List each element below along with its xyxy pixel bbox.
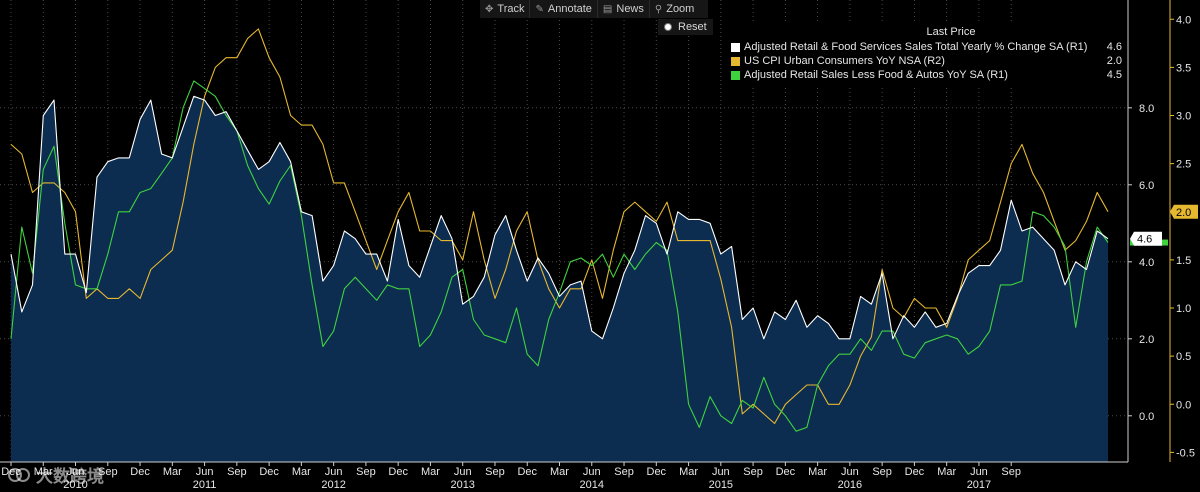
legend-item-retail-ex[interactable]: Adjusted Retail Sales Less Food & Autos … [726, 68, 1126, 82]
axis-r1-tick-label: 2.0 [1139, 334, 1154, 346]
crosshair-icon: ✥ [485, 3, 494, 15]
axis-r2-tick-label: -0.5 [1176, 447, 1195, 459]
axis-x-tick-label: Mar [421, 466, 440, 478]
axis-r2-tick-label: 3.0 [1176, 111, 1191, 123]
legend: Last Price Adjusted Retail & Food Servic… [726, 24, 1126, 85]
axis-x-tick-label: Sep [743, 466, 763, 478]
axis-x-tick-label: Jun [454, 466, 472, 478]
axis-x-year-label: 2014 [580, 479, 604, 491]
axis-x-tick-label: Mar [163, 466, 182, 478]
legend-value: 4.6 [1106, 41, 1122, 53]
axis-r2-tick-label: 1.0 [1176, 303, 1191, 315]
axis-x-year-label: 2010 [63, 479, 87, 491]
last-price-tag-retail-label: 4.6 [1137, 234, 1152, 246]
axis-x-tick-label: Sep [227, 466, 247, 478]
axis-r1-tick-label: 8.0 [1139, 103, 1154, 115]
axis-x-year-label: 2011 [193, 479, 217, 491]
axis-x-tick-label: Dec [517, 466, 537, 478]
axis-x-tick-label: Sep [872, 466, 892, 478]
last-price-tag-cpi-label: 2.0 [1176, 207, 1191, 219]
pencil-icon: ✎ [535, 3, 544, 15]
axis-r1-tick-label: 0.0 [1139, 411, 1154, 423]
news-icon: ▤ [602, 3, 613, 15]
axis-x-tick-label: Dec [776, 466, 796, 478]
watermark-logo-icon [8, 467, 30, 482]
axis-x-year-label: 2012 [321, 479, 345, 491]
magnifier-icon: ⚲ [654, 3, 663, 15]
axis-x-tick-label: Dec [647, 466, 667, 478]
reset-button[interactable]: Reset [658, 19, 713, 35]
axis-x-year-label: 2015 [709, 479, 733, 491]
axis-r1-tick-label: 6.0 [1139, 180, 1154, 192]
axis-r2-tick-label: 0.5 [1176, 351, 1191, 363]
radio-dot-icon [664, 23, 672, 31]
legend-swatch-retail [731, 42, 740, 52]
track-label: Track [497, 3, 525, 15]
axis-r2-tick-label: 4.0 [1176, 14, 1191, 26]
axis-r2-tick-label: 0.0 [1176, 399, 1191, 411]
axis-x-tick-label: Jun [196, 466, 214, 478]
axis-x-year-label: 2013 [450, 479, 474, 491]
last-price-tag-cpi [1170, 204, 1198, 219]
legend-item-cpi[interactable]: US CPI Urban Consumers YoY NSA (R2) 2.0 [726, 54, 1126, 68]
axis-x-tick-label: Jun [67, 466, 85, 478]
last-price-tag-retail [1130, 231, 1162, 246]
zoom-label: Zoom [666, 3, 695, 15]
axis-r1-tick-label: 4.0 [1139, 257, 1154, 269]
axis-x-tick-label: Jun [712, 466, 730, 478]
axis-x-tick-label: Sep [98, 466, 118, 478]
axis-x-tick-label: Mar [937, 466, 956, 478]
axis-x-tick-label: Mar [808, 466, 827, 478]
cpi-line [10, 28, 1109, 425]
legend-label: US CPI Urban Consumers YoY NSA (R2) [744, 55, 945, 67]
axis-x-tick-label: Mar [679, 466, 698, 478]
legend-value: 2.0 [1106, 55, 1122, 67]
legend-label: Adjusted Retail Sales Less Food & Autos … [744, 69, 1008, 81]
series-lines [10, 28, 1109, 432]
zoom-button[interactable]: ⚲ Zoom [650, 0, 699, 18]
annotate-label: Annotate [547, 3, 592, 15]
legend-header: Last Price [926, 26, 976, 38]
axis-x-tick-label: Sep [356, 466, 376, 478]
retail-area-fill [11, 96, 1108, 463]
axis-x-tick-label: Dec [905, 466, 925, 478]
watermark: 大数跨境 [8, 462, 104, 487]
axis-x-tick-label: Sep [485, 466, 505, 478]
legend-label: Adjusted Retail & Food Services Sales To… [744, 41, 1088, 53]
watermark-text: 大数跨境 [36, 467, 104, 486]
retail-line [10, 95, 1109, 340]
axis-x-tick-label: Sep [1001, 466, 1021, 478]
reset-label: Reset [678, 21, 707, 33]
axis-x-year-label: 2017 [967, 479, 991, 491]
legend-swatch-cpi [731, 56, 740, 66]
legend-value: 4.5 [1106, 69, 1122, 81]
axis-r2-tick-label: 1.5 [1176, 255, 1191, 267]
axis-x-tick-label: Sep [614, 466, 634, 478]
axis-x-tick-label: Mar [550, 466, 569, 478]
axis-x-tick-label: Jun [841, 466, 859, 478]
track-button[interactable]: ✥ Track [480, 0, 531, 18]
retail-area [11, 96, 1108, 463]
annotate-button[interactable]: ✎ Annotate [530, 0, 598, 18]
axis-x-tick-label: Jun [583, 466, 601, 478]
axis-r2-tick-label: 2.5 [1176, 159, 1191, 171]
axis-x-tick-label: Mar [34, 466, 53, 478]
axis-x-tick-label: Jun [325, 466, 343, 478]
chart-toolbar: ✥ Track ✎ Annotate ▤ News ⚲ Zoom [480, 0, 708, 18]
axis-x-tick-label: Dec [259, 466, 279, 478]
last-price-tags: 4.6 2.0 [1130, 204, 1198, 246]
axis-x-tick-label: Mar [292, 466, 311, 478]
legend-swatch-retail-ex [731, 70, 740, 80]
axis-r2-tick-label: 3.5 [1176, 62, 1191, 74]
retail-ex-line [10, 80, 1109, 432]
axis-x-tick-label: Dec [130, 466, 150, 478]
axis-x-tick-label: Dec [388, 466, 408, 478]
news-button[interactable]: ▤ News [598, 0, 650, 18]
axis-x-year-label: 2016 [838, 479, 862, 491]
axis-x-tick-label: Jun [970, 466, 988, 478]
news-label: News [616, 3, 644, 15]
legend-item-retail[interactable]: Adjusted Retail & Food Services Sales To… [726, 40, 1126, 54]
